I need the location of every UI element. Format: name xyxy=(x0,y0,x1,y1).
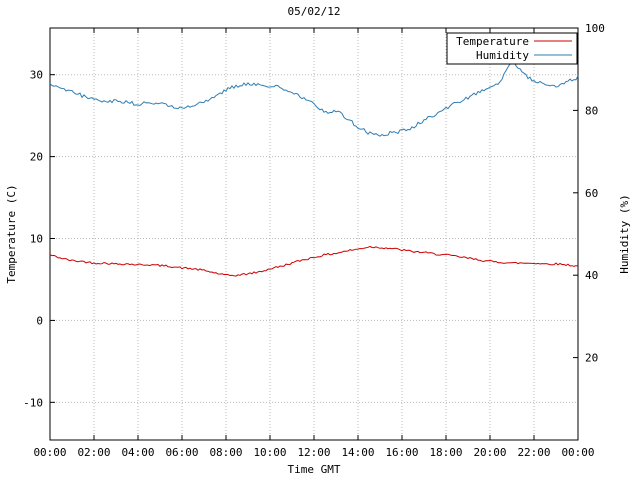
plot-border xyxy=(49,27,579,441)
y-left-tick-label: 0 xyxy=(36,314,43,327)
y-left-tick-label: 30 xyxy=(30,69,43,82)
y-right-tick-label: 80 xyxy=(585,104,598,117)
x-tick-label: 22:00 xyxy=(517,446,550,459)
x-axis: 00:00 02:00 04:00 06:00 08:00 10:00 12:00 14:00… xyxy=(33,28,595,459)
y-left-tick-label: -10 xyxy=(23,396,43,409)
y-axis-left-label: Temperature (C) xyxy=(5,184,18,283)
legend-label-temperature: Temperature xyxy=(456,35,529,48)
x-tick-label: 12:00 xyxy=(297,446,330,459)
x-tick-label: 10:00 xyxy=(253,446,286,459)
series-humidity xyxy=(49,56,579,137)
x-tick-label: 06:00 xyxy=(165,446,198,459)
x-tick-label: 18:00 xyxy=(429,446,462,459)
grid xyxy=(50,28,578,440)
chart-title: 05/02/12 xyxy=(288,5,341,18)
x-tick-label: 00:00 xyxy=(561,446,594,459)
x-tick-label: 20:00 xyxy=(473,446,506,459)
legend-box xyxy=(446,32,578,65)
y-axis-right-label: Humidity (%) xyxy=(618,194,631,273)
y-right-tick-label: 20 xyxy=(585,352,598,365)
y-left-tick-label: 20 xyxy=(30,151,43,164)
series-temperature xyxy=(49,245,579,277)
y-right-tick-label: 100 xyxy=(585,22,605,35)
y-axis-left: -10 0 10 20 30 xyxy=(23,69,55,409)
x-axis-label: Time GMT xyxy=(288,463,341,476)
y-left-tick-label: 10 xyxy=(30,233,43,246)
x-tick-label: 02:00 xyxy=(77,446,110,459)
x-tick-label: 14:00 xyxy=(341,446,374,459)
x-tick-label: 04:00 xyxy=(121,446,154,459)
x-tick-label: 08:00 xyxy=(209,446,242,459)
y-right-tick-label: 40 xyxy=(585,269,598,282)
legend-label-humidity: Humidity xyxy=(476,49,529,62)
y-axis-right: 20 40 60 80 100 xyxy=(573,22,605,365)
x-tick-label: 16:00 xyxy=(385,446,418,459)
x-tick-label: 00:00 xyxy=(33,446,66,459)
y-right-tick-label: 60 xyxy=(585,187,598,200)
